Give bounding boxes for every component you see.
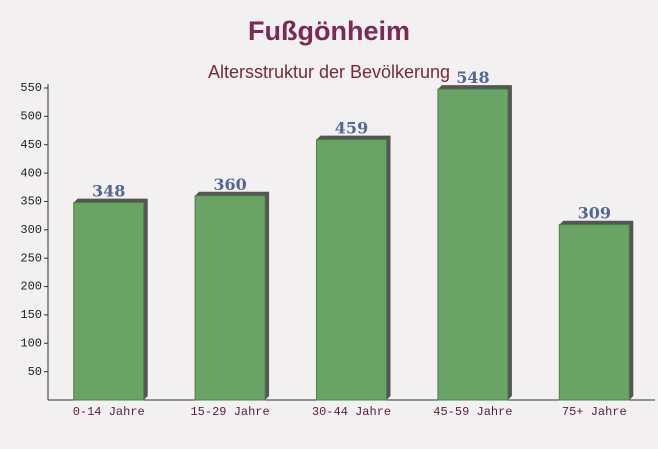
chart-subtitle: Altersstruktur der Bevölkerung [208, 62, 450, 82]
x-tick-label: 45-59 Jahre [433, 405, 512, 419]
value-label: 309 [578, 204, 611, 223]
y-tick-label: 300 [20, 223, 42, 237]
y-tick-label: 550 [20, 81, 42, 95]
bar [73, 202, 145, 401]
x-tick-label: 0-14 Jahre [73, 405, 145, 419]
x-tick-label: 75+ Jahre [562, 405, 627, 419]
y-tick-label: 250 [20, 251, 42, 265]
y-tick-label: 450 [20, 138, 42, 152]
value-label: 459 [335, 119, 368, 138]
y-tick-label: 500 [20, 110, 42, 124]
y-tick-label: 100 [20, 336, 42, 350]
bar [558, 224, 630, 401]
value-label: 360 [213, 175, 246, 194]
y-tick-label: 350 [20, 195, 42, 209]
x-tick-label: 30-44 Jahre [312, 405, 391, 419]
value-label: 348 [92, 182, 125, 201]
bar [194, 195, 266, 401]
value-label: 548 [456, 68, 489, 87]
y-tick-label: 150 [20, 308, 42, 322]
y-tick-label: 200 [20, 280, 42, 294]
chart-title: Fußgönheim [248, 16, 410, 46]
bar [437, 88, 509, 401]
y-tick-label: 400 [20, 166, 42, 180]
x-tick-label: 15-29 Jahre [190, 405, 269, 419]
y-tick-label: 50 [28, 365, 42, 379]
bar [316, 139, 387, 401]
